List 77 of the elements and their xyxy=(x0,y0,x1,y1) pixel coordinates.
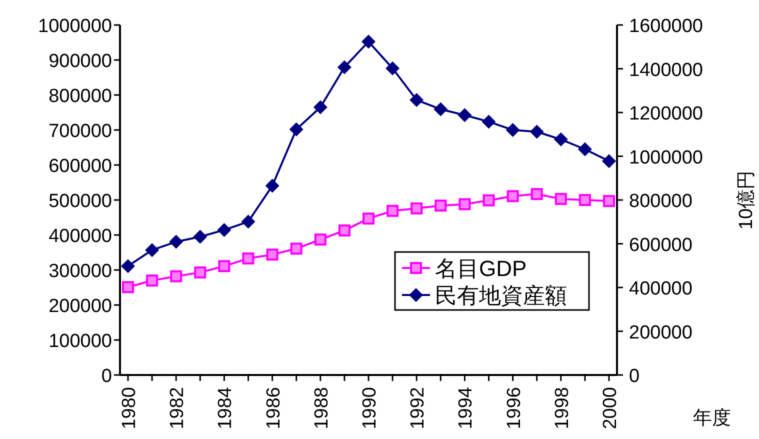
x-tick-label: 1986 xyxy=(263,387,284,430)
x-tick-label: 1990 xyxy=(360,387,380,430)
point xyxy=(170,270,182,282)
y-tick-label: 800000 xyxy=(48,86,112,107)
y-tick-label: 300000 xyxy=(48,261,112,282)
point xyxy=(603,195,615,208)
point xyxy=(434,102,448,116)
point xyxy=(530,188,543,200)
point xyxy=(242,252,254,264)
y-tick-label: 200000 xyxy=(48,296,112,317)
x-axis-title: 年度 xyxy=(693,407,731,429)
x-tick-label: 1984 xyxy=(215,386,236,430)
y-tick-label: 700000 xyxy=(48,121,112,142)
point xyxy=(530,124,544,139)
point xyxy=(386,61,400,76)
y2-tick-label: 1000000 xyxy=(629,147,703,168)
y-tick-label: 400000 xyxy=(48,226,112,247)
y-tick-label: 500000 xyxy=(48,191,112,212)
y2-tick-label: 800000 xyxy=(629,191,692,212)
point xyxy=(578,194,591,206)
point xyxy=(338,224,350,236)
point xyxy=(506,123,520,137)
point xyxy=(362,212,374,225)
point xyxy=(169,234,184,249)
point xyxy=(482,194,495,206)
point xyxy=(290,242,302,255)
point xyxy=(410,93,424,108)
point xyxy=(218,260,230,272)
point xyxy=(289,122,304,136)
x-tick-label: 1994 xyxy=(456,386,477,430)
y2-tick-label: 600000 xyxy=(629,234,692,256)
point xyxy=(362,34,376,49)
point xyxy=(193,230,208,244)
point xyxy=(241,214,256,229)
point xyxy=(554,192,567,205)
point xyxy=(145,243,160,258)
y-tick-label: 900000 xyxy=(48,51,112,72)
legend-label: 名目GDP xyxy=(435,256,527,281)
point xyxy=(410,202,423,214)
point xyxy=(602,154,616,168)
point xyxy=(217,222,232,237)
y2-tick-label: 1600000 xyxy=(629,16,703,37)
point xyxy=(314,234,326,246)
point xyxy=(121,259,135,274)
point xyxy=(386,204,399,217)
y2-axis-title: 10億円 xyxy=(736,170,757,230)
x-tick-label: 1992 xyxy=(408,387,429,430)
point xyxy=(337,60,352,74)
x-tick-label: 1982 xyxy=(167,387,188,430)
y-tick-label: 0 xyxy=(101,366,112,387)
point xyxy=(146,274,158,286)
point xyxy=(122,281,134,294)
point xyxy=(506,190,519,202)
x-tick-label: 2000 xyxy=(600,387,621,430)
y2-tick-label: 1200000 xyxy=(629,104,703,124)
point xyxy=(458,198,471,210)
point xyxy=(194,266,206,278)
y-tick-label: 600000 xyxy=(48,156,112,177)
point xyxy=(578,142,592,156)
y2-tick-label: 200000 xyxy=(629,322,692,344)
legend-label: 民有地資産額 xyxy=(435,283,567,308)
x-tick-label: 1980 xyxy=(119,387,140,430)
point xyxy=(265,178,280,193)
point xyxy=(458,108,472,122)
y2-tick-label: 0 xyxy=(629,366,640,387)
y-tick-label: 100000 xyxy=(48,331,112,352)
point xyxy=(266,248,278,261)
point xyxy=(482,114,496,129)
point xyxy=(434,200,447,212)
point xyxy=(313,100,328,114)
y-tick-label: 1000000 xyxy=(38,16,112,37)
y2-tick-label: 1400000 xyxy=(629,60,703,81)
point xyxy=(554,132,568,146)
x-tick-label: 1998 xyxy=(552,387,573,430)
x-tick-label: 1996 xyxy=(504,387,525,430)
y2-tick-label: 400000 xyxy=(629,278,692,300)
x-tick-label: 1988 xyxy=(311,387,332,430)
